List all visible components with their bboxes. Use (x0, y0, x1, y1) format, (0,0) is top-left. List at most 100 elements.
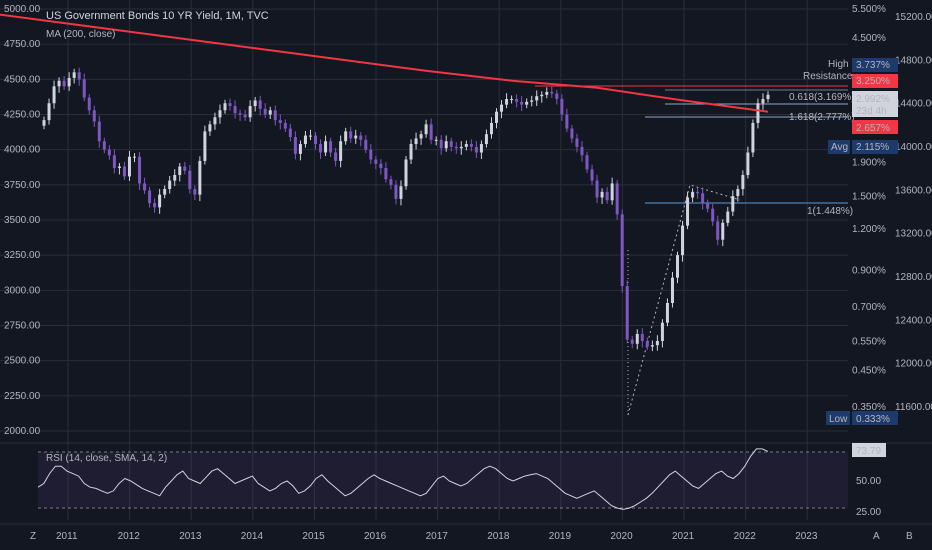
candle-body (484, 134, 488, 145)
candle-body (515, 99, 519, 102)
settings-icon[interactable]: B (906, 531, 913, 542)
left-axis-tick: 2750.00 (4, 321, 41, 332)
candlestick-series (42, 67, 770, 352)
yield-axis-tick: 1.200% (852, 224, 886, 235)
left-axis-tick: 5000.00 (4, 4, 41, 15)
candle-body (535, 96, 539, 101)
candle-body (354, 135, 358, 139)
candle-body (319, 144, 323, 153)
candle-body (303, 135, 307, 145)
low-tag-value: 0.333% (856, 414, 890, 425)
candle-body (273, 110, 277, 121)
candle-body (590, 169, 594, 181)
candle-body (419, 134, 423, 139)
candle-body (650, 345, 654, 347)
candle-body (449, 141, 453, 147)
time-axis[interactable]: 2011 2012 2013 2014 2015 2016 2017 2018 2019 2020… (56, 531, 818, 542)
candle-body (635, 333, 639, 344)
right-axis-tick: 14000.00 (895, 142, 932, 153)
candle-body (238, 113, 242, 115)
candle-body (424, 124, 428, 135)
rsi-axis-tick: 50.00 (856, 476, 881, 487)
candle-body (615, 183, 619, 215)
right-axis-tick: 12000.00 (895, 359, 932, 370)
low-tag-label: Low (829, 414, 848, 425)
candle-body (500, 104, 504, 112)
candle-body (143, 183, 147, 191)
candle-body (198, 160, 202, 195)
candle-body (736, 189, 740, 197)
candle-body (645, 340, 649, 347)
left-axis-tick: 4000.00 (4, 145, 41, 156)
candle-body (369, 149, 373, 160)
candle-body (82, 79, 86, 98)
candle-body (384, 167, 388, 180)
left-axis-tick: 3750.00 (4, 180, 41, 191)
avg-tag-label: Avg (831, 142, 848, 153)
candle-body (686, 197, 690, 226)
candle-body (288, 128, 292, 138)
candle-body (716, 221, 720, 240)
candle-body (600, 191, 604, 198)
candle-body (595, 180, 599, 198)
yield-axis-tick: 1.900% (852, 158, 886, 169)
time-axis-tick: 2019 (549, 531, 572, 542)
candle-body (520, 101, 524, 105)
high-tag-value: 3.737% (856, 60, 890, 71)
candle-body (72, 72, 76, 78)
candle-body (258, 100, 262, 109)
timezone-icon[interactable]: Z (30, 531, 36, 542)
candle-body (434, 139, 438, 141)
candle-body (163, 189, 167, 195)
candle-body (756, 103, 760, 123)
candle-body (213, 117, 217, 125)
candle-body (263, 108, 267, 115)
candle-body (42, 120, 46, 126)
candle-body (334, 152, 338, 161)
candle-body (469, 144, 473, 147)
candle-body (57, 80, 61, 87)
left-axis-tick: 4250.00 (4, 110, 41, 121)
rsi-value-tag-text: 73.79 (856, 446, 881, 457)
candle-body (474, 146, 478, 153)
candle-body (324, 141, 328, 153)
candle-body (138, 156, 142, 184)
candle-body (379, 163, 383, 168)
candle-body (605, 191, 609, 201)
ma-200-line (0, 13, 769, 113)
right-price-axis[interactable]: 15200.00 14800.00 14400.00 14000.00 13600.00… (895, 12, 932, 413)
candle-body (766, 94, 770, 100)
candle-body (585, 155, 589, 170)
candle-body (479, 144, 483, 153)
left-price-axis[interactable]: 5000.00 4750.00 4500.00 4250.00 4000.00 3750.… (4, 4, 41, 437)
time-axis-tick: 2014 (241, 531, 264, 542)
right-axis-tick: 11600.00 (895, 402, 932, 413)
candle-body (314, 135, 317, 145)
rsi-legend: RSI (14, close, SMA, 14, 2) (46, 453, 167, 464)
left-axis-tick: 3000.00 (4, 285, 41, 296)
rsi-axis[interactable]: 50.00 25.00 (856, 476, 881, 518)
auto-scale-icon[interactable]: A (873, 531, 880, 542)
yield-axis-tick: 0.700% (852, 302, 886, 313)
candle-body (168, 180, 172, 190)
rsi-value-tag (852, 443, 886, 457)
time-axis-tick: 2021 (672, 531, 695, 542)
candle-body (429, 124, 433, 140)
candle-body (570, 128, 574, 139)
yield-axis-tick: 4.500% (852, 33, 886, 44)
candle-body (208, 124, 212, 132)
candle-body (660, 322, 664, 341)
candle-body (153, 203, 157, 208)
candle-body (691, 191, 695, 198)
candle-body (283, 122, 287, 129)
time-axis-tick: 2011 (56, 531, 78, 542)
candle-body (530, 100, 534, 102)
candle-body (107, 149, 111, 156)
candle-body (640, 333, 644, 341)
candle-body (655, 340, 659, 346)
candle-body (394, 184, 398, 199)
candle-body (158, 194, 162, 208)
candle-body (746, 152, 750, 175)
